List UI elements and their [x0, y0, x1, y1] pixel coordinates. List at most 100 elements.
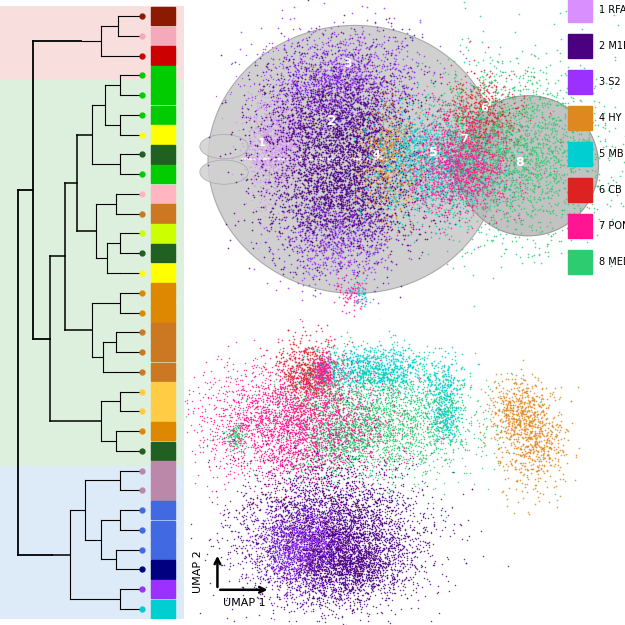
- Point: [364, 528, 374, 538]
- Point: [327, 107, 337, 117]
- Point: [233, 397, 243, 407]
- Point: [522, 154, 532, 164]
- Point: [307, 272, 317, 282]
- Point: [259, 408, 269, 418]
- Point: [398, 357, 408, 367]
- Point: [306, 98, 316, 108]
- Point: [326, 170, 336, 180]
- Point: [336, 257, 346, 267]
- Point: [494, 179, 504, 189]
- Point: [472, 154, 482, 164]
- Point: [446, 168, 456, 177]
- Point: [496, 96, 506, 106]
- Point: [339, 91, 349, 101]
- Point: [306, 507, 316, 517]
- Point: [498, 149, 508, 159]
- Point: [301, 387, 311, 397]
- Point: [391, 424, 401, 434]
- Point: [482, 134, 492, 144]
- Point: [238, 110, 248, 120]
- Point: [366, 482, 376, 492]
- Point: [324, 146, 334, 156]
- Point: [380, 174, 390, 184]
- Point: [421, 132, 431, 142]
- Point: [268, 512, 278, 522]
- Point: [314, 110, 324, 120]
- Point: [308, 104, 318, 114]
- Point: [384, 347, 394, 357]
- Point: [493, 149, 503, 159]
- Point: [298, 246, 308, 256]
- Point: [333, 539, 343, 549]
- Point: [453, 146, 463, 156]
- Point: [354, 136, 364, 146]
- Point: [450, 219, 460, 229]
- Point: [556, 409, 566, 419]
- Point: [303, 376, 313, 386]
- Point: [356, 578, 366, 588]
- Point: [323, 569, 333, 579]
- Point: [328, 535, 338, 545]
- Point: [458, 156, 468, 166]
- Point: [326, 31, 336, 41]
- Point: [346, 429, 356, 439]
- Point: [378, 126, 388, 136]
- Point: [390, 219, 400, 229]
- Point: [477, 173, 487, 182]
- Point: [335, 68, 345, 78]
- Point: [394, 472, 404, 482]
- Point: [345, 59, 355, 69]
- Point: [491, 217, 501, 227]
- Point: [264, 150, 274, 160]
- Point: [374, 191, 384, 201]
- Point: [490, 420, 500, 430]
- Point: [330, 520, 340, 530]
- Point: [359, 396, 369, 406]
- Point: [336, 394, 346, 404]
- Point: [299, 398, 309, 408]
- Point: [506, 66, 516, 76]
- Point: [249, 144, 259, 154]
- Point: [364, 414, 374, 424]
- Point: [480, 128, 490, 138]
- Point: [518, 424, 528, 434]
- Point: [251, 402, 261, 412]
- Point: [324, 554, 334, 564]
- Point: [375, 144, 385, 154]
- Point: [322, 182, 332, 192]
- Point: [368, 262, 378, 272]
- Point: [276, 446, 286, 456]
- Point: [290, 131, 300, 141]
- Point: [219, 427, 229, 437]
- Point: [284, 114, 294, 124]
- Point: [329, 118, 339, 127]
- Point: [427, 431, 437, 441]
- Point: [454, 184, 464, 194]
- Point: [292, 91, 302, 101]
- Point: [277, 399, 287, 409]
- Point: [453, 162, 463, 172]
- Point: [344, 158, 354, 168]
- Point: [329, 368, 339, 378]
- Point: [513, 429, 523, 439]
- Point: [289, 524, 299, 534]
- Point: [580, 142, 590, 152]
- Point: [356, 145, 366, 155]
- Point: [309, 491, 319, 501]
- Point: [354, 442, 364, 452]
- Point: [324, 537, 334, 547]
- Point: [402, 152, 412, 162]
- Point: [329, 535, 339, 545]
- Point: [346, 585, 356, 595]
- Point: [331, 544, 341, 554]
- Point: [275, 418, 285, 428]
- Point: [382, 264, 392, 274]
- Point: [319, 549, 329, 559]
- Point: [454, 138, 464, 148]
- Point: [361, 139, 371, 149]
- Point: [374, 126, 384, 136]
- Point: [431, 474, 441, 484]
- Point: [301, 375, 311, 385]
- Point: [432, 106, 442, 116]
- Point: [313, 379, 323, 389]
